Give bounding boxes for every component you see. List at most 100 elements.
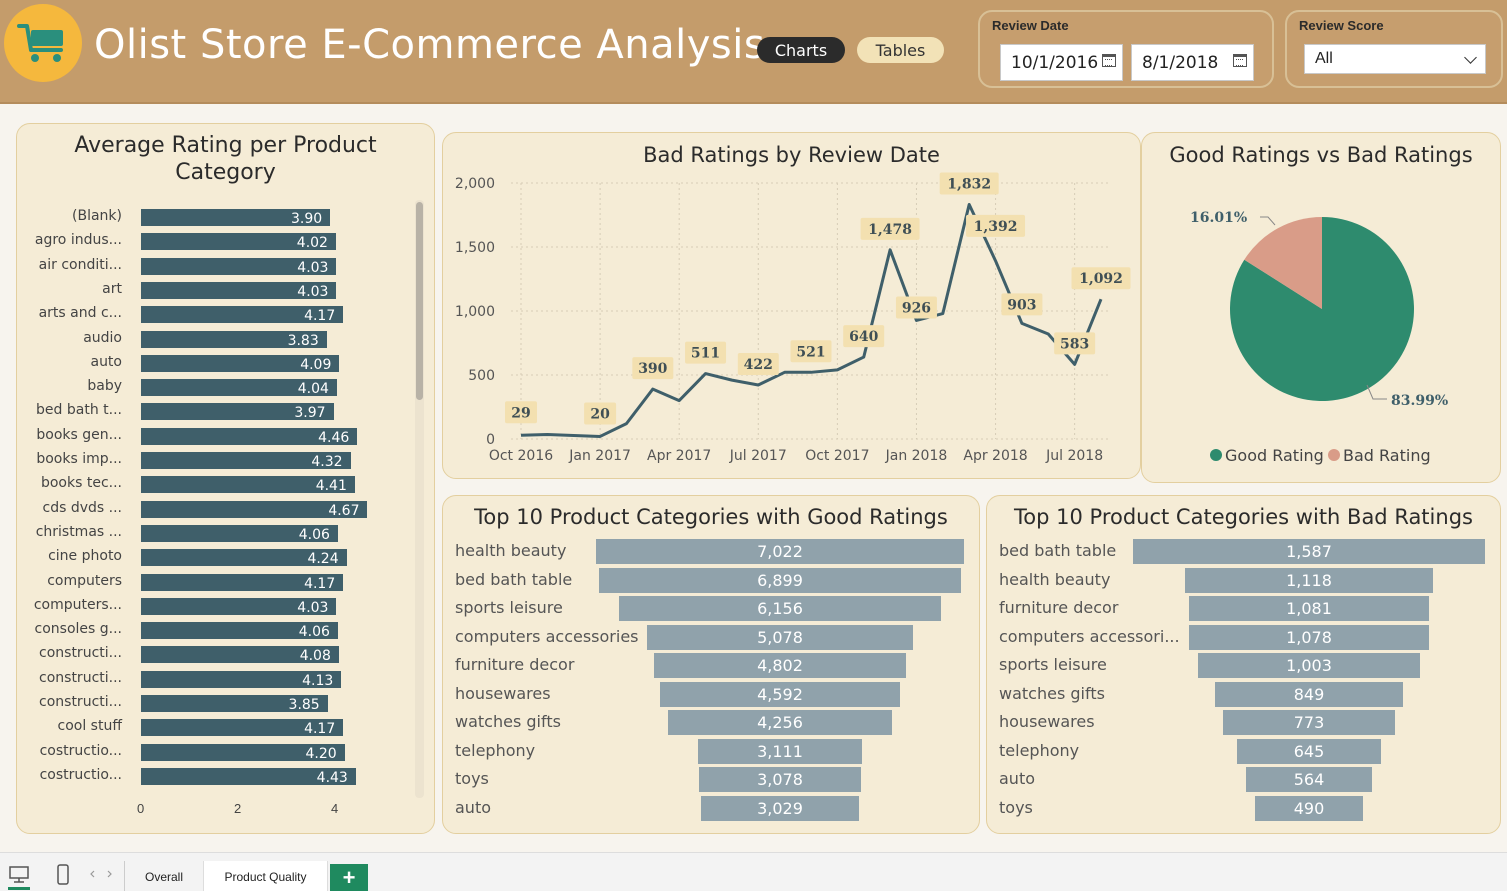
funnel-row[interactable]: furniture decor 4,802 <box>443 652 979 678</box>
avg-rating-row[interactable]: air conditi... 4.03 <box>17 256 427 276</box>
avg-rating-bar[interactable]: 3.97 <box>141 403 334 421</box>
avg-rating-bar[interactable]: 4.17 <box>141 573 344 592</box>
next-page-icon[interactable] <box>104 869 114 879</box>
avg-rating-bar[interactable]: 4.03 <box>141 597 337 616</box>
avg-rating-bar[interactable]: 4.32 <box>141 452 351 470</box>
funnel-bar[interactable]: 7,022 <box>596 539 964 564</box>
end-date-input[interactable]: 8/1/2018 <box>1131 44 1254 81</box>
funnel-row[interactable]: sports leisure 1,003 <box>987 652 1500 678</box>
avg-rating-row[interactable]: cds dvds ... 4.67 <box>17 499 427 519</box>
avg-rating-bar[interactable]: 3.83 <box>141 330 327 349</box>
avg-rating-row[interactable]: consoles g... 4.06 <box>17 620 427 640</box>
funnel-row[interactable]: watches gifts 849 <box>987 681 1500 707</box>
tables-nav-button[interactable]: Tables <box>857 37 944 63</box>
start-date-input[interactable]: 10/1/2016 <box>1000 44 1123 81</box>
scrollbar-thumb[interactable] <box>416 202 423 400</box>
funnel-row[interactable]: computers accessories 5,078 <box>443 624 979 650</box>
avg-rating-row[interactable]: cool stuff 4.17 <box>17 717 427 737</box>
avg-rating-bar[interactable]: 3.85 <box>141 695 328 713</box>
calendar-icon[interactable] <box>1102 54 1116 67</box>
funnel-bar[interactable]: 6,156 <box>618 596 942 621</box>
avg-rating-row[interactable]: agro indus... 4.02 <box>17 231 427 251</box>
avg-rating-row[interactable]: art 4.03 <box>17 280 427 300</box>
funnel-row[interactable]: watches gifts 4,256 <box>443 709 979 735</box>
avg-rating-row[interactable]: bed bath t... 3.97 <box>17 401 427 421</box>
tab-product-quality[interactable]: Product Quality <box>203 861 328 891</box>
funnel-bar[interactable]: 1,081 <box>1189 596 1429 621</box>
avg-rating-bar[interactable]: 4.13 <box>141 670 342 689</box>
funnel-bar[interactable]: 849 <box>1214 681 1404 707</box>
avg-rating-bar[interactable]: 4.17 <box>141 719 344 737</box>
avg-rating-bar[interactable]: 4.06 <box>141 622 338 640</box>
avg-rating-scrollbar[interactable] <box>415 200 424 798</box>
funnel-bar[interactable]: 4,592 <box>659 681 901 707</box>
funnel-bar[interactable]: 564 <box>1246 767 1372 792</box>
desktop-view-icon[interactable] <box>8 865 30 885</box>
avg-rating-row[interactable]: audio 3.83 <box>17 329 427 349</box>
funnel-row[interactable]: toys 3,078 <box>443 766 979 792</box>
avg-rating-bar[interactable]: 4.17 <box>141 306 344 324</box>
avg-rating-bar[interactable]: 4.41 <box>141 476 355 494</box>
avg-rating-row[interactable]: books tec... 4.41 <box>17 474 427 494</box>
funnel-row[interactable]: telephony 645 <box>987 738 1500 764</box>
avg-rating-row[interactable]: baby 4.04 <box>17 377 427 397</box>
avg-rating-bar[interactable]: 4.04 <box>141 379 337 397</box>
funnel-row[interactable]: telephony 3,111 <box>443 738 979 764</box>
avg-rating-bar[interactable]: 3.90 <box>141 209 331 227</box>
avg-rating-bar[interactable]: 4.09 <box>141 354 340 373</box>
mobile-view-icon[interactable] <box>56 864 70 886</box>
funnel-bar[interactable]: 6,899 <box>599 567 961 593</box>
funnel-bar[interactable]: 645 <box>1237 738 1381 764</box>
avg-rating-bar[interactable]: 4.46 <box>141 427 358 446</box>
funnel-row[interactable]: computers accessori... 1,078 <box>987 624 1500 650</box>
chevron-down-icon[interactable] <box>1464 51 1477 64</box>
funnel-bar[interactable]: 3,029 <box>700 795 860 821</box>
funnel-row[interactable]: sports leisure 6,156 <box>443 595 979 621</box>
avg-rating-row[interactable]: computers 4.17 <box>17 572 427 592</box>
calendar-icon[interactable] <box>1233 54 1247 67</box>
avg-rating-bar[interactable]: 4.06 <box>141 524 338 543</box>
avg-rating-row[interactable]: constructi... 3.85 <box>17 693 427 713</box>
avg-rating-row[interactable]: costructio... 4.20 <box>17 742 427 762</box>
funnel-bar[interactable]: 1,118 <box>1185 567 1433 593</box>
funnel-row[interactable]: auto 3,029 <box>443 795 979 821</box>
funnel-bar[interactable]: 1,587 <box>1133 539 1485 564</box>
funnel-row[interactable]: health beauty 1,118 <box>987 567 1500 593</box>
avg-rating-bar[interactable]: 4.02 <box>141 233 336 251</box>
funnel-bar[interactable]: 490 <box>1254 795 1364 821</box>
avg-rating-bar[interactable]: 4.03 <box>141 281 337 300</box>
avg-rating-bar[interactable]: 4.08 <box>141 646 339 664</box>
avg-rating-row[interactable]: costructio... 4.43 <box>17 766 427 786</box>
funnel-bar[interactable]: 1,003 <box>1197 653 1421 678</box>
avg-rating-bar[interactable]: 4.43 <box>141 767 356 786</box>
avg-rating-row[interactable]: auto 4.09 <box>17 353 427 373</box>
avg-rating-row[interactable]: constructi... 4.13 <box>17 669 427 689</box>
avg-rating-row[interactable]: arts and c... 4.17 <box>17 304 427 324</box>
avg-rating-bar[interactable]: 4.67 <box>141 500 368 519</box>
avg-rating-row[interactable]: (Blank) 3.90 <box>17 207 427 227</box>
funnel-row[interactable]: furniture decor 1,081 <box>987 595 1500 621</box>
review-score-dropdown[interactable]: All <box>1304 44 1486 74</box>
avg-rating-row[interactable]: constructi... 4.08 <box>17 644 427 664</box>
funnel-bar[interactable]: 1,078 <box>1189 624 1429 650</box>
avg-rating-row[interactable]: books gen... 4.46 <box>17 426 427 446</box>
funnel-row[interactable]: auto 564 <box>987 766 1500 792</box>
funnel-bar[interactable]: 773 <box>1223 710 1395 735</box>
funnel-bar[interactable]: 3,078 <box>699 767 861 792</box>
funnel-bar[interactable]: 4,256 <box>668 710 892 735</box>
add-page-button[interactable]: + <box>330 864 368 891</box>
funnel-row[interactable]: bed bath table 6,899 <box>443 567 979 593</box>
avg-rating-row[interactable]: christmas ... 4.06 <box>17 523 427 543</box>
prev-page-icon[interactable] <box>88 869 98 879</box>
funnel-bar[interactable]: 3,111 <box>698 738 862 764</box>
avg-rating-bar[interactable]: 4.24 <box>141 549 347 567</box>
tab-overall[interactable]: Overall <box>144 869 183 884</box>
funnel-row[interactable]: bed bath table 1,587 <box>987 538 1500 564</box>
funnel-bar[interactable]: 4,802 <box>654 653 906 678</box>
avg-rating-bar[interactable]: 4.20 <box>141 743 345 762</box>
avg-rating-row[interactable]: computers... 4.03 <box>17 596 427 616</box>
funnel-row[interactable]: toys 490 <box>987 795 1500 821</box>
avg-rating-row[interactable]: books imp... 4.32 <box>17 450 427 470</box>
avg-rating-row[interactable]: cine photo 4.24 <box>17 547 427 567</box>
funnel-row[interactable]: housewares 773 <box>987 709 1500 735</box>
